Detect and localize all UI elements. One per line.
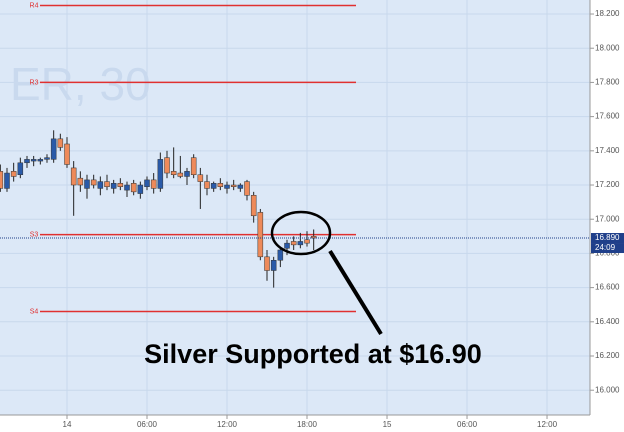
countdown-box bbox=[591, 243, 624, 254]
countdown-label: 24:09 bbox=[595, 243, 616, 252]
candle-body bbox=[184, 171, 190, 177]
candle-body bbox=[44, 157, 50, 160]
pivot-label: R4 bbox=[30, 2, 39, 9]
candle-body bbox=[164, 157, 170, 174]
candle-body bbox=[177, 172, 184, 177]
candle-body bbox=[157, 159, 164, 189]
candle-body bbox=[197, 174, 204, 182]
y-tick-label: 16.600 bbox=[595, 283, 620, 292]
candle-body bbox=[30, 159, 37, 162]
y-tick-label: 18.200 bbox=[595, 9, 620, 18]
pointer-line bbox=[328, 249, 383, 336]
candle-body bbox=[124, 184, 130, 191]
candle-body bbox=[290, 241, 297, 246]
candle-body bbox=[237, 184, 244, 189]
pivot-label: R3 bbox=[30, 79, 39, 86]
candle-body bbox=[190, 157, 197, 176]
y-tick-label: 17.600 bbox=[595, 112, 620, 121]
candle-body bbox=[4, 172, 10, 189]
candle-body bbox=[0, 171, 4, 189]
candle-body bbox=[170, 171, 177, 176]
x-tick-label: 15 bbox=[383, 420, 392, 429]
candle-body bbox=[277, 249, 284, 261]
candle-body bbox=[37, 159, 44, 162]
candle-body bbox=[110, 183, 117, 189]
y-tick-label: 17.200 bbox=[595, 180, 620, 189]
candle-body bbox=[204, 181, 210, 189]
candle-body bbox=[210, 183, 217, 189]
candle-body bbox=[257, 212, 264, 258]
candle-body bbox=[117, 183, 124, 187]
candle-body bbox=[230, 184, 237, 187]
plot: R4 R3 S3 S4 bbox=[0, 2, 590, 315]
candle-body bbox=[310, 236, 317, 239]
x-tick-label: 18:00 bbox=[297, 420, 318, 429]
candle-body bbox=[224, 184, 230, 189]
candle-body bbox=[90, 179, 97, 186]
candle-body bbox=[304, 239, 310, 244]
y-tick-label: 16.000 bbox=[595, 385, 620, 394]
y-tick-label: 17.000 bbox=[595, 214, 620, 223]
candle-body bbox=[150, 179, 157, 189]
pivot-label: S3 bbox=[30, 231, 39, 238]
candle-body bbox=[144, 179, 150, 187]
candle-body bbox=[264, 256, 270, 271]
plot-background bbox=[0, 0, 590, 415]
x-tick-label: 06:00 bbox=[137, 420, 158, 429]
y-tick-label: 16.400 bbox=[595, 317, 620, 326]
x-tick-label: 12:00 bbox=[537, 420, 558, 429]
watermark: ER, 30 bbox=[10, 58, 151, 110]
candle-body bbox=[10, 171, 17, 177]
axes: 16.00016.20016.40016.60016.80017.00017.2… bbox=[63, 9, 624, 429]
x-tick-label: 06:00 bbox=[457, 420, 478, 429]
candle-body bbox=[297, 241, 304, 246]
y-tick-label: 17.400 bbox=[595, 146, 620, 155]
candle-body bbox=[104, 181, 110, 187]
y-tick-label: 17.800 bbox=[595, 78, 620, 87]
candle-body bbox=[24, 159, 30, 164]
y-tick-label: 18.000 bbox=[595, 43, 620, 52]
x-tick-label: 14 bbox=[63, 420, 72, 429]
candle-body bbox=[270, 260, 277, 271]
candle-body bbox=[244, 181, 250, 196]
y-tick-label: 16.200 bbox=[595, 351, 620, 360]
candle-body bbox=[50, 138, 57, 160]
candle-body bbox=[217, 183, 224, 187]
candle-body bbox=[17, 162, 24, 176]
candle-body bbox=[250, 195, 257, 217]
candle-body bbox=[64, 143, 70, 165]
candle-body bbox=[284, 242, 290, 249]
candle-body bbox=[130, 183, 137, 193]
current-price-box bbox=[591, 233, 624, 244]
pivot-label: S4 bbox=[30, 308, 39, 315]
candle-body bbox=[57, 138, 64, 148]
annotation: Silver Supported at $16.90 bbox=[144, 339, 482, 369]
candle-body bbox=[77, 177, 84, 186]
highlight-ellipse bbox=[270, 210, 332, 256]
current-price-label: 16.890 bbox=[595, 233, 620, 242]
candle-body bbox=[84, 179, 90, 189]
x-tick-label: 12:00 bbox=[217, 420, 238, 429]
candle-body bbox=[97, 181, 104, 189]
candle-body bbox=[137, 184, 144, 194]
candle-body bbox=[70, 167, 77, 186]
